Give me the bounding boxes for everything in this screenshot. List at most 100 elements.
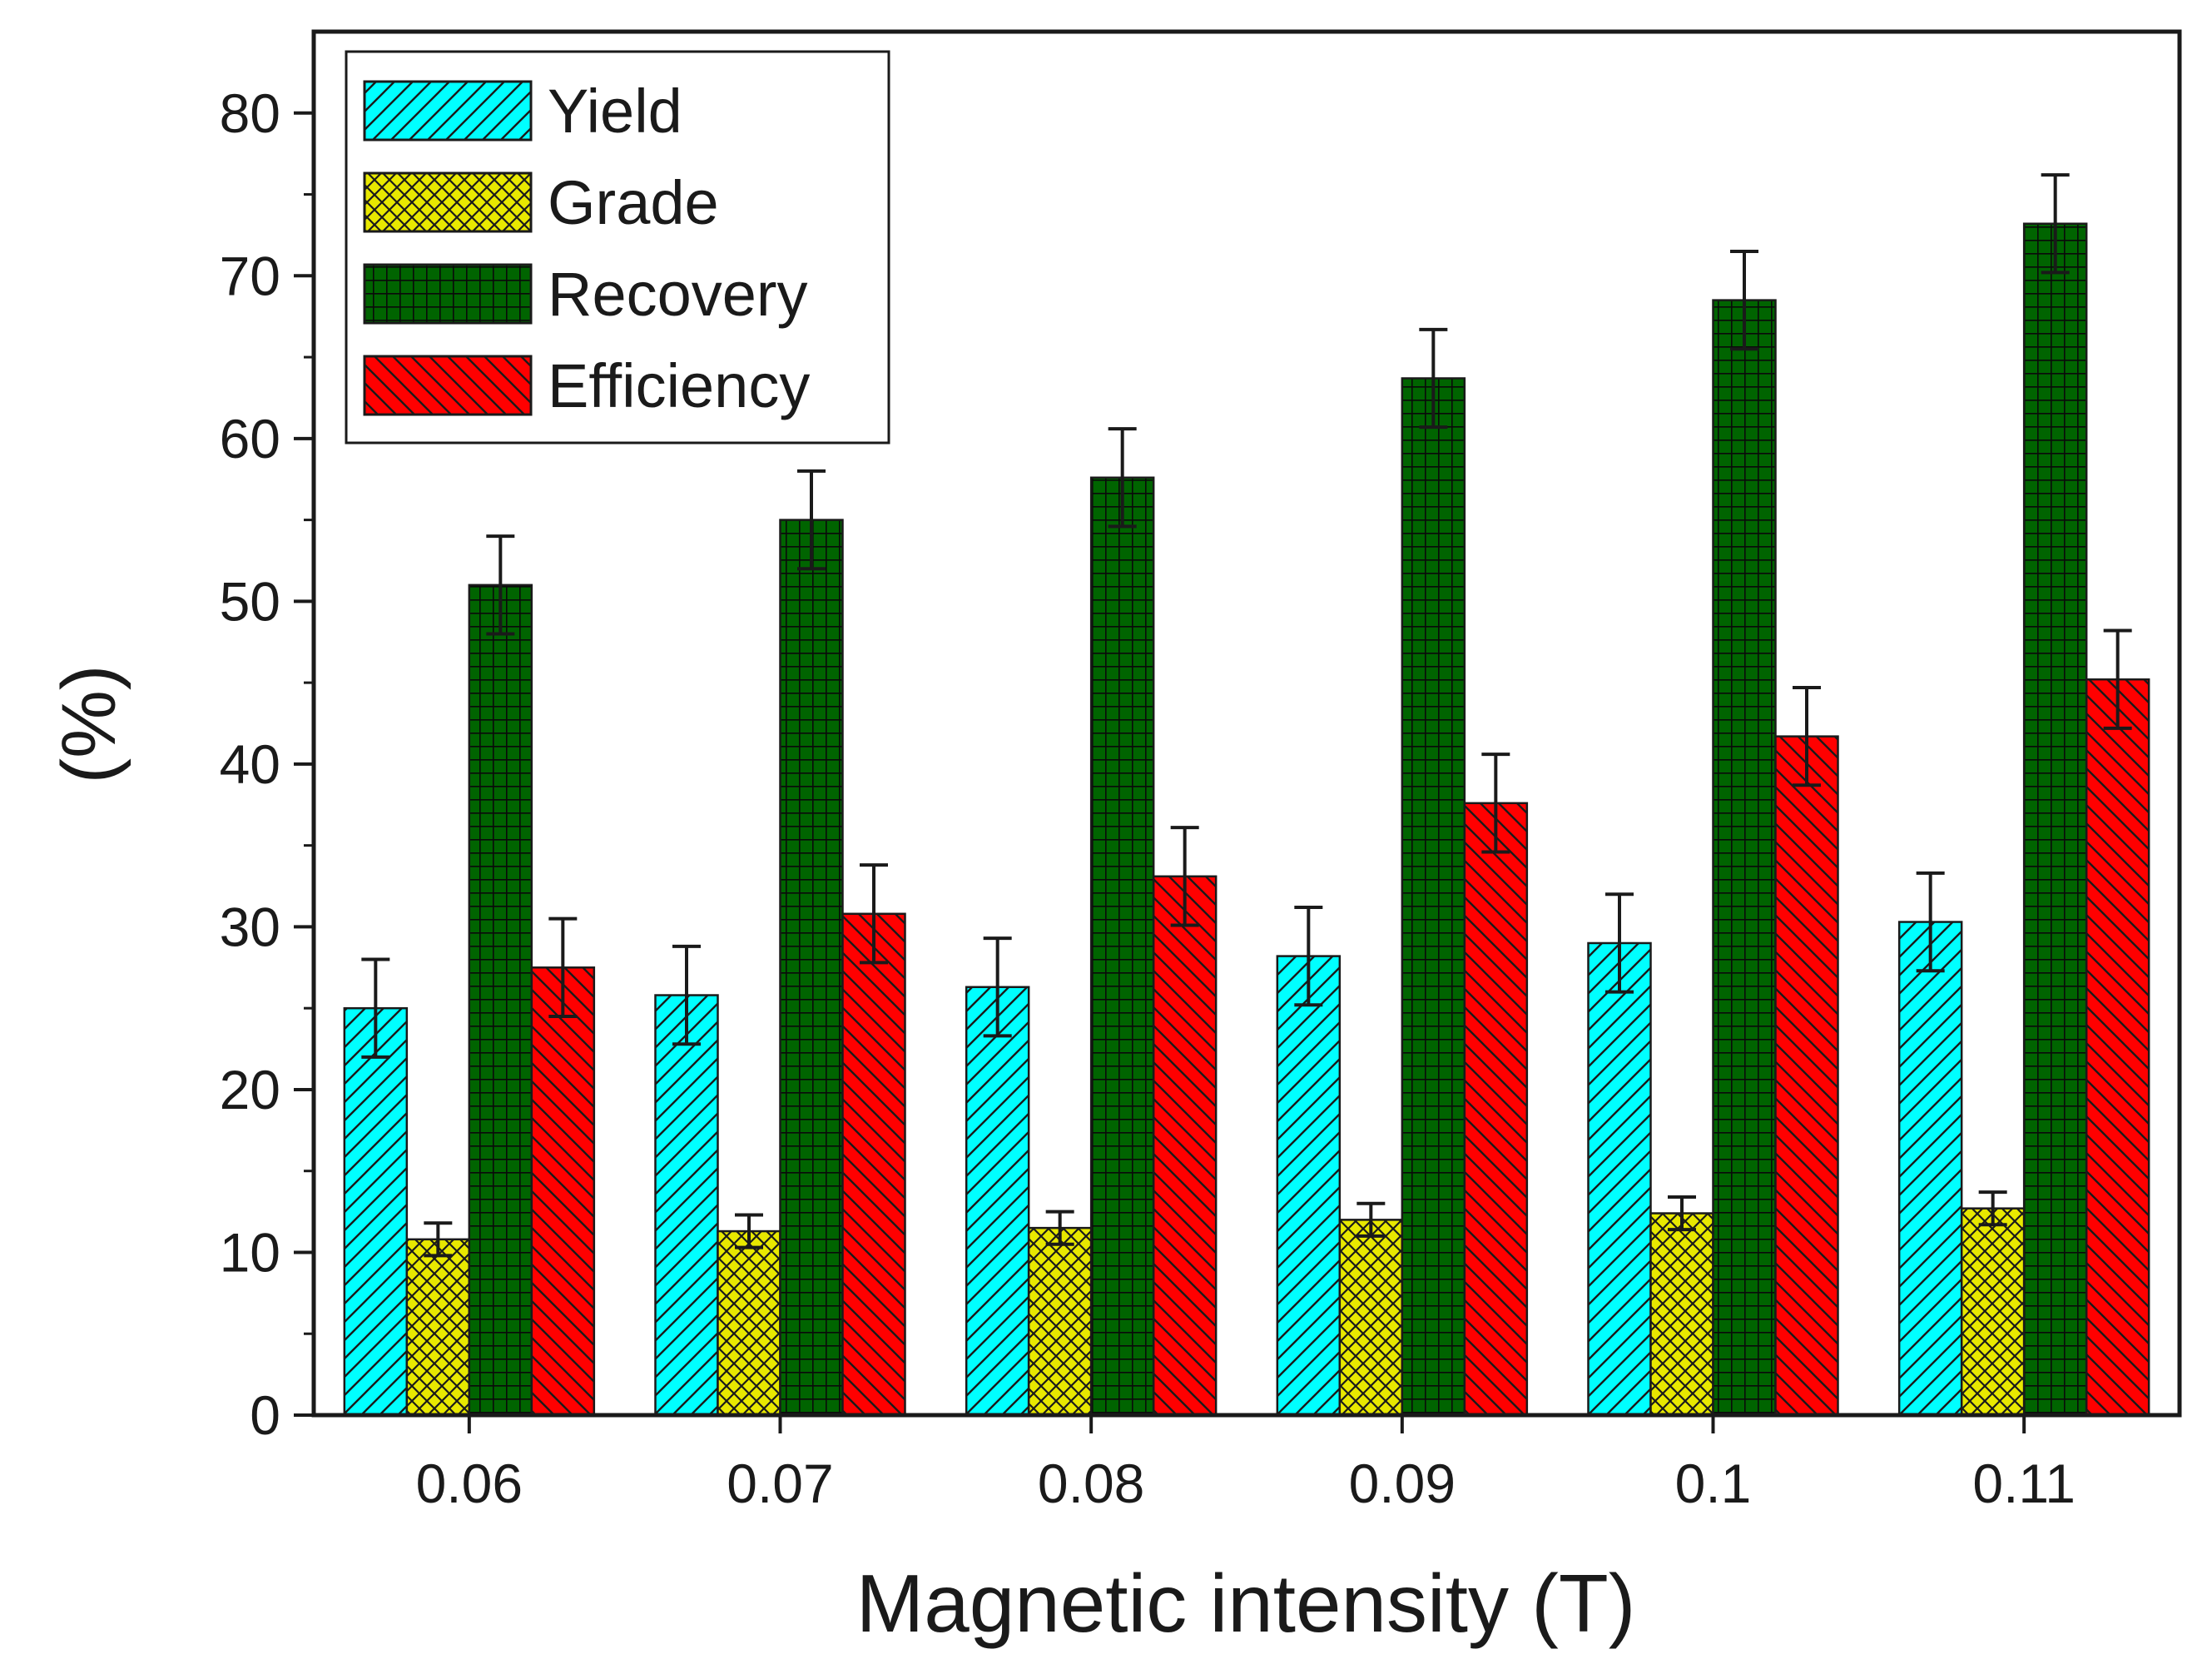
error-bar-yield-0.08: [983, 936, 1012, 1038]
bar-pattern: [841, 912, 906, 1417]
x-tick-label: 0.06: [416, 1453, 523, 1514]
y-tick-label: 10: [220, 1221, 280, 1283]
bar-pattern: [779, 519, 844, 1417]
legend-swatch-pattern: [363, 263, 533, 325]
x-tick-label: 0.08: [1038, 1453, 1144, 1514]
legend-item-recovery: Recovery: [363, 260, 808, 329]
error-bar-yield-0.1: [1605, 892, 1634, 994]
legend: Yield Grade Recovery Efficiency: [345, 50, 890, 445]
legend-label: Grade: [548, 168, 719, 237]
y-axis-title: (%): [47, 664, 131, 783]
x-axis-title: Magnetic intensity (T): [856, 1557, 1636, 1649]
bar-yield-0.08: [965, 986, 1030, 1417]
bar-pattern: [1897, 921, 1963, 1417]
error-bar-grade-0.1: [1668, 1195, 1696, 1232]
x-axis: 0.06 0.07 0.08 0.09 0.1 0.11: [416, 1415, 2076, 1514]
bar-efficiency-0.06: [530, 966, 596, 1417]
error-bar-recovery-0.11: [2041, 173, 2070, 275]
bar-recovery-0.07: [779, 519, 844, 1417]
bar-pattern: [1027, 1226, 1093, 1417]
error-bar-efficiency-0.1: [1793, 685, 1821, 787]
bar-pattern: [1649, 1212, 1714, 1417]
bar-pattern: [1401, 377, 1466, 1417]
error-bar-recovery-0.06: [486, 534, 515, 636]
error-bar-grade-0.09: [1356, 1201, 1386, 1238]
bar-pattern: [1463, 802, 1529, 1417]
error-bar-efficiency-0.07: [860, 863, 888, 965]
bar-grade-0.08: [1027, 1226, 1093, 1417]
y-tick-label: 20: [220, 1059, 280, 1120]
bar-pattern: [2022, 222, 2088, 1417]
legend-swatch-pattern: [363, 171, 533, 233]
bar-pattern: [1152, 875, 1218, 1417]
bar-pattern: [1338, 1219, 1404, 1417]
legend-swatch-pattern: [363, 355, 533, 416]
legend-item-grade: Grade: [363, 168, 719, 237]
bars-layer: [343, 222, 2150, 1417]
error-bars-layer: [361, 173, 2132, 1258]
bar-recovery-0.11: [2022, 222, 2088, 1417]
y-tick-label: 80: [220, 82, 280, 144]
y-tick-label: 0: [250, 1384, 280, 1446]
error-bar-recovery-0.07: [797, 469, 826, 571]
error-bar-efficiency-0.11: [2103, 628, 2132, 730]
error-bar-yield-0.09: [1294, 905, 1323, 1007]
bar-recovery-0.1: [1712, 299, 1777, 1417]
x-tick-label: 0.1: [1675, 1453, 1752, 1514]
x-tick-label: 0.11: [1972, 1453, 2076, 1514]
bar-yield-0.06: [343, 1006, 409, 1417]
legend-label: Recovery: [548, 260, 808, 329]
y-tick-label: 50: [220, 570, 280, 632]
y-tick-label: 70: [220, 245, 280, 306]
bar-efficiency-0.09: [1463, 802, 1529, 1417]
bar-efficiency-0.11: [2085, 678, 2150, 1417]
bar-grade-0.09: [1338, 1219, 1404, 1417]
bar-yield-0.09: [1276, 955, 1342, 1417]
bar-pattern: [965, 986, 1030, 1417]
error-bar-grade-0.11: [1978, 1190, 2007, 1227]
y-tick-label: 60: [220, 408, 280, 469]
bar-pattern: [1774, 735, 1839, 1417]
bar-recovery-0.06: [468, 584, 533, 1417]
bar-pattern: [468, 584, 533, 1417]
y-tick-label: 40: [220, 733, 280, 795]
bar-grade-0.06: [405, 1238, 471, 1417]
bar-pattern: [530, 966, 596, 1417]
y-axis: 0 10 20 30 40 50 60 70 80: [220, 82, 314, 1446]
error-bar-recovery-0.09: [1419, 327, 1448, 430]
legend-label: Yield: [548, 77, 682, 146]
bar-recovery-0.09: [1401, 377, 1466, 1417]
error-bar-yield-0.11: [1916, 871, 1945, 973]
legend-item-efficiency: Efficiency: [363, 351, 810, 420]
bar-yield-0.1: [1587, 941, 1652, 1417]
error-bar-recovery-0.08: [1108, 427, 1137, 529]
bar-pattern: [1712, 299, 1777, 1417]
legend-label: Efficiency: [548, 351, 810, 420]
legend-swatch-pattern: [363, 80, 533, 142]
bar-pattern: [2085, 678, 2150, 1417]
bar-recovery-0.08: [1089, 476, 1155, 1417]
error-bar-recovery-0.1: [1730, 249, 1758, 351]
bar-grade-0.07: [717, 1229, 781, 1417]
bar-yield-0.07: [654, 994, 719, 1417]
bar-pattern: [1089, 476, 1155, 1417]
error-bar-grade-0.07: [735, 1213, 763, 1249]
error-bar-yield-0.06: [361, 957, 390, 1059]
bar-pattern: [343, 1006, 409, 1417]
x-tick-label: 0.07: [727, 1453, 833, 1514]
bar-efficiency-0.08: [1152, 875, 1218, 1417]
error-bar-efficiency-0.06: [548, 916, 578, 1018]
bar-grade-0.1: [1649, 1212, 1714, 1417]
error-bar-grade-0.08: [1045, 1210, 1074, 1246]
y-tick-label: 30: [220, 896, 280, 957]
bar-pattern: [1960, 1207, 2026, 1417]
bar-pattern: [1276, 955, 1342, 1417]
error-bar-grade-0.06: [424, 1221, 453, 1258]
plot-frame: [311, 29, 2182, 1418]
error-bar-yield-0.07: [672, 944, 701, 1046]
x-tick-label: 0.09: [1349, 1453, 1456, 1514]
bar-yield-0.11: [1897, 921, 1963, 1417]
bar-grade-0.11: [1960, 1207, 2026, 1417]
bar-efficiency-0.1: [1774, 735, 1839, 1417]
